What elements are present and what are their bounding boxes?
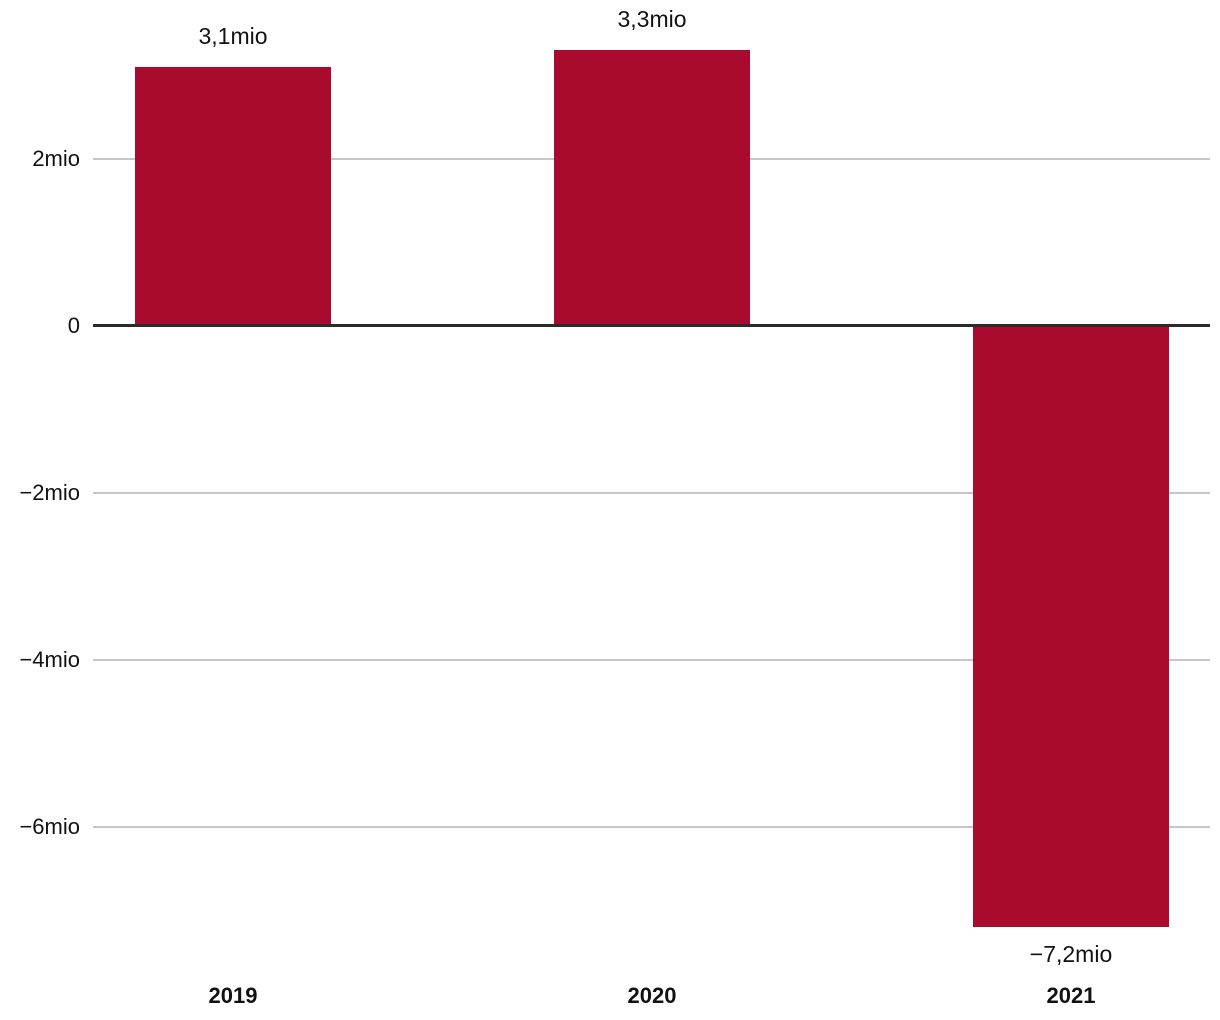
y-tick-label: 2mio (32, 146, 80, 171)
x-category-label: 2020 (627, 983, 677, 1008)
gridline (93, 826, 1210, 828)
y-tick-label: −6mio (19, 814, 80, 839)
bar-value-label: 3,3mio (617, 6, 687, 33)
bar-2021 (973, 326, 1169, 928)
bar-value-label: 3,1mio (198, 23, 268, 50)
y-tick-label: −2mio (19, 480, 80, 505)
bar-value-label: −7,2mio (1029, 941, 1113, 968)
bar-2019 (135, 67, 331, 326)
y-tick-label: 0 (67, 313, 80, 338)
gridline (93, 659, 1210, 661)
zero-line (93, 324, 1210, 327)
y-tick-label: −4mio (19, 647, 80, 672)
bar-2020 (554, 50, 750, 326)
x-category-label: 2021 (1046, 983, 1096, 1008)
x-category-label: 2019 (208, 983, 258, 1008)
gridline (93, 492, 1210, 494)
